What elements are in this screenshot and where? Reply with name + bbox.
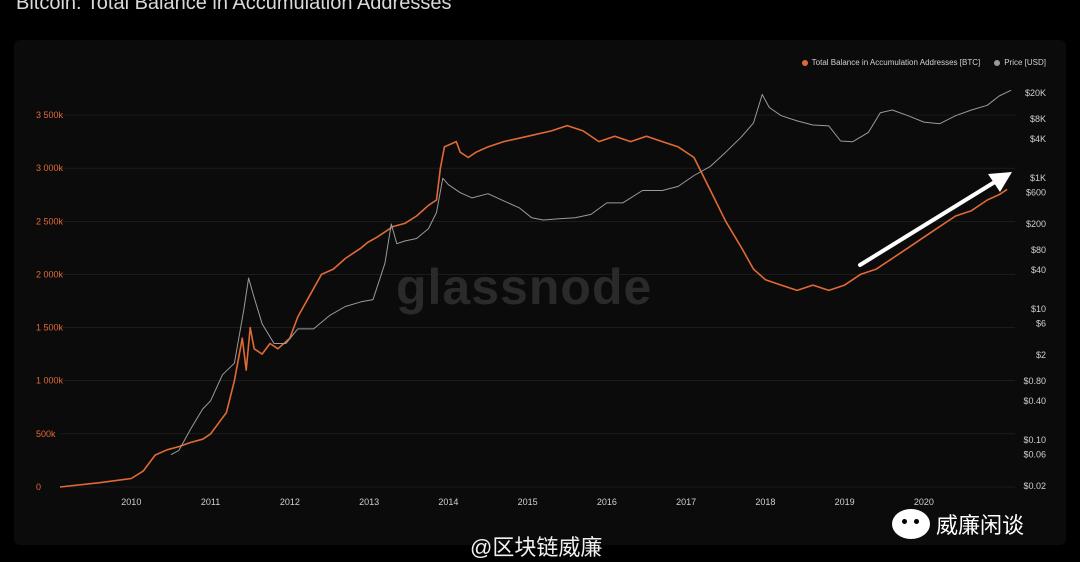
left-tick-label: 1 500k [36, 323, 64, 333]
right-tick-label: $0.80 [1023, 376, 1046, 386]
left-tick-label: 3 000k [36, 163, 64, 173]
x-tick-label: 2018 [755, 497, 775, 507]
left-tick-label: 2 000k [36, 269, 64, 279]
x-tick-label: 2011 [201, 497, 220, 507]
legend-balance: Total Balance in Accumulation Addresses … [801, 58, 981, 67]
right-tick-label: $20K [1025, 88, 1046, 98]
right-tick-label: $0.02 [1023, 481, 1046, 491]
x-tick-label: 2016 [597, 497, 617, 507]
chart-svg: 0 500k 1 000k 1 500k 2 000k 2 500k 3 000k 3 500… [36, 88, 1046, 507]
legend-price: Price [USD] [994, 58, 1046, 67]
x-tick-label: 2013 [359, 497, 379, 507]
left-tick-label: 1 000k [36, 376, 64, 386]
x-tick-label: 2020 [914, 497, 934, 507]
right-tick-label: $8K [1030, 114, 1046, 124]
watermark: glassnode [396, 259, 653, 315]
right-tick-label: $4K [1030, 134, 1046, 144]
left-tick-label: 2 500k [36, 216, 64, 226]
x-tick-label: 2012 [280, 497, 300, 507]
gridlines [60, 114, 1015, 488]
brand: 威廉闲谈 [892, 508, 1024, 540]
x-tick-label: 2010 [121, 497, 141, 507]
right-tick-label: $40 [1031, 265, 1046, 275]
right-tick-label: $80 [1031, 245, 1046, 255]
left-axis-ticks: 0 500k 1 000k 1 500k 2 000k 2 500k 3 000k 3 500… [36, 110, 64, 492]
right-tick-label: $600 [1026, 188, 1046, 198]
x-tick-label: 2017 [676, 497, 696, 507]
left-tick-label: 0 [36, 482, 41, 492]
legend-price-label: Price [USD] [1004, 58, 1046, 67]
right-tick-label: $6 [1036, 319, 1046, 329]
price-dot-icon [994, 59, 1001, 66]
chart-panel [14, 40, 1066, 545]
right-tick-label: $0.40 [1023, 396, 1046, 406]
balance-series-line [59, 124, 1008, 488]
legend-balance-label: Total Balance in Accumulation Addresses … [811, 58, 981, 67]
x-tick-label: 2019 [835, 497, 855, 507]
x-axis-ticks: 2010 2011 2012 2013 2014 2015 2016 2017 2018 2019… [121, 497, 934, 507]
trend-arrow [858, 172, 1012, 267]
left-tick-label: 500k [36, 429, 56, 439]
right-tick-label: $10 [1031, 304, 1046, 314]
right-axis-ticks: $0.02 $0.06 $0.10 $0.40 $0.80 $2 $6 $10 $40 $80 $2… [1023, 88, 1046, 491]
right-tick-label: $0.06 [1023, 450, 1046, 460]
right-tick-label: $1K [1030, 173, 1046, 183]
chart-title: Bitcoin: Total Balance in Accumulation A… [16, 0, 452, 14]
x-tick-label: 2014 [438, 497, 458, 507]
left-tick-label: 3 500k [36, 110, 64, 120]
right-tick-label: $0.10 [1023, 435, 1046, 445]
balance-dot-icon [801, 59, 808, 66]
credit-text: @区块链威廉 [470, 535, 603, 560]
brand-name: 威廉闲谈 [936, 513, 1025, 538]
x-tick-label: 2015 [518, 497, 538, 507]
right-tick-label: $200 [1026, 219, 1046, 229]
legend: Total Balance in Accumulation Addresses … [801, 58, 1046, 67]
price-series-line [170, 89, 1012, 456]
series-lines [59, 89, 1012, 488]
right-tick-label: $2 [1036, 350, 1046, 360]
wechat-icon [892, 509, 930, 539]
